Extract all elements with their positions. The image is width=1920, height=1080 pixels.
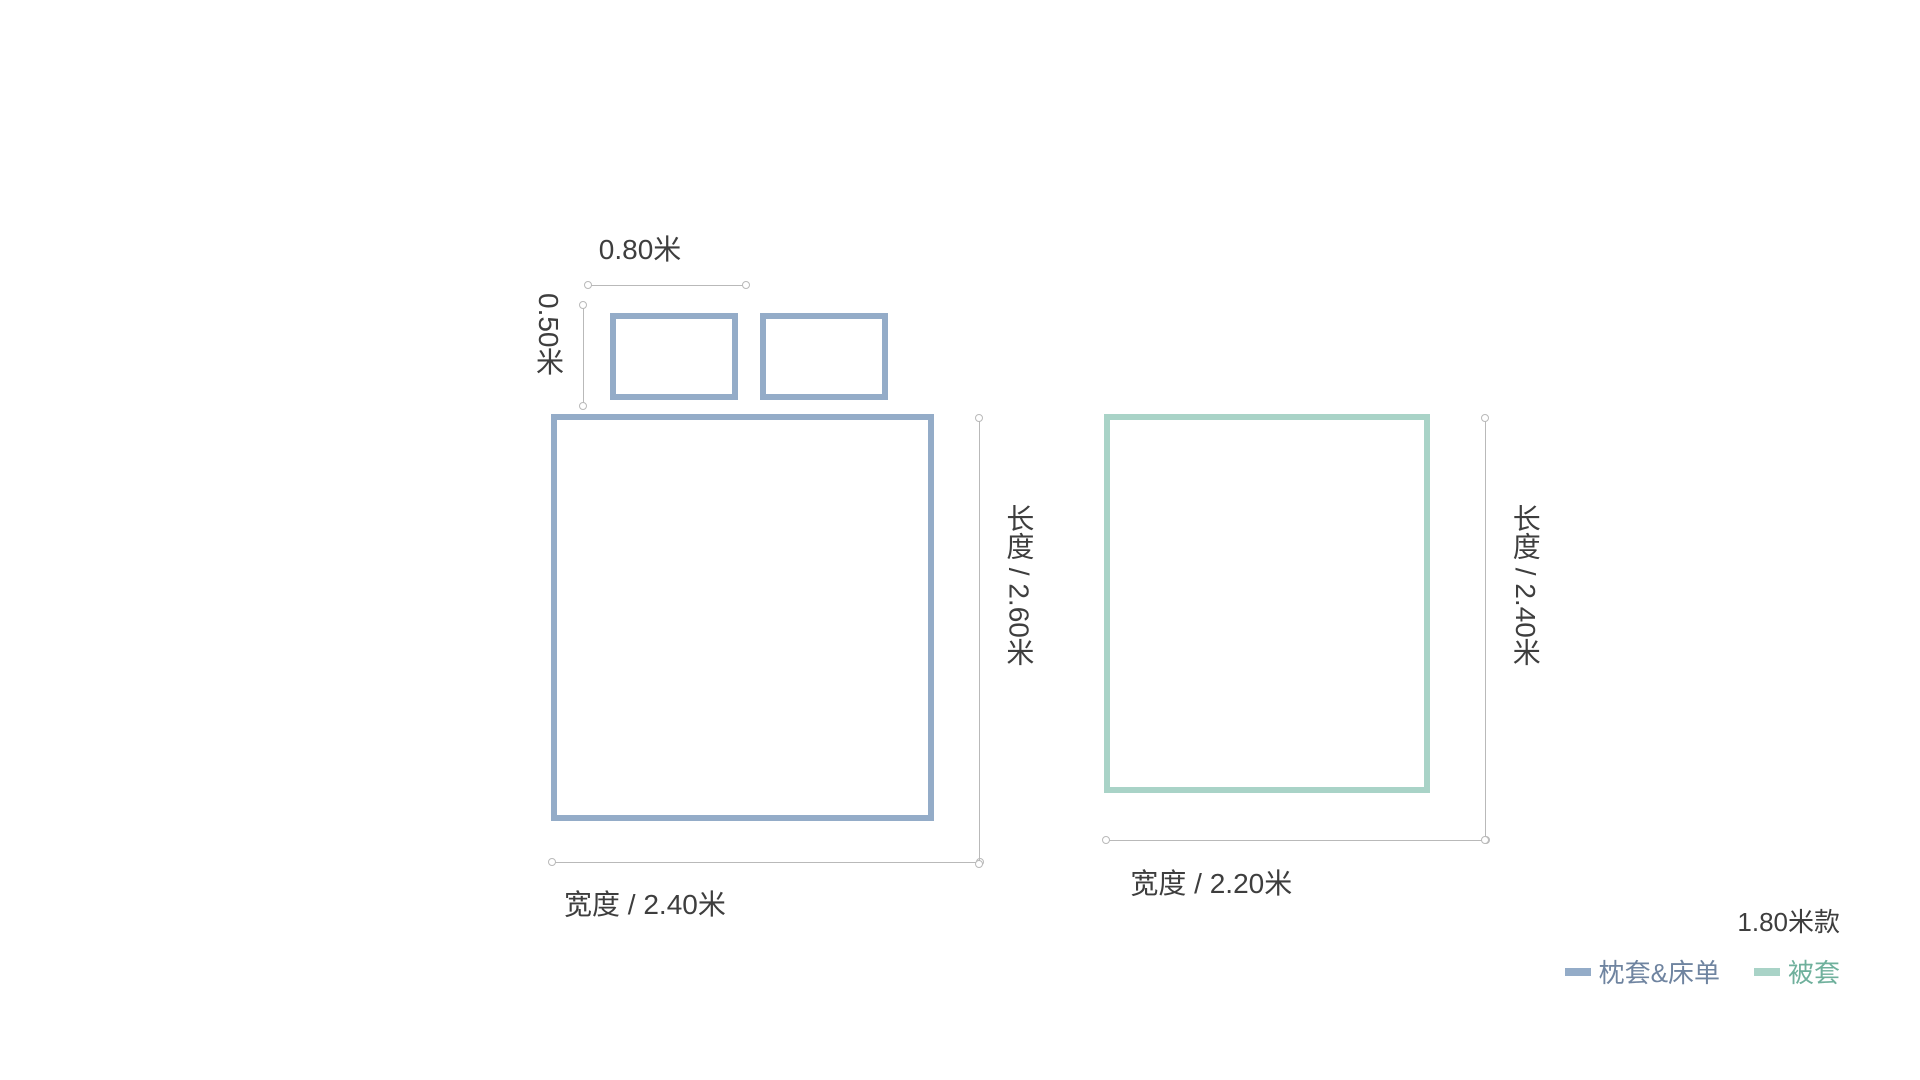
dimension-duvet-width: [1106, 840, 1485, 841]
dimension-duvet-height: [1485, 418, 1486, 840]
label-sheet-height: 长度 / 2.60米: [998, 504, 1038, 666]
bedsheet-rect: [551, 414, 934, 821]
legend: 1.80米款 枕套&床单 被套: [1565, 902, 1840, 990]
dimension-pillow-width: [588, 285, 746, 286]
legend-label-duvet: 被套: [1788, 953, 1840, 990]
label-pillow-width: 0.80米: [599, 228, 682, 268]
legend-swatch-duvet: [1754, 968, 1780, 976]
label-duvet-width: 宽度 / 2.20米: [1130, 862, 1292, 902]
duvet-rect: [1104, 414, 1430, 793]
legend-swatch-sheet: [1565, 968, 1591, 976]
label-sheet-width: 宽度 / 2.40米: [564, 883, 726, 923]
legend-label-sheet: 枕套&床单: [1599, 953, 1720, 990]
diagram-canvas: 0.80米 0.50米 宽度 / 2.40米 长度 / 2.60米 宽度 / 2…: [0, 0, 1920, 1080]
label-pillow-height: 0.50米: [528, 293, 568, 376]
legend-item-sheet: 枕套&床单: [1565, 953, 1720, 990]
legend-title: 1.80米款: [1565, 902, 1840, 939]
dimension-sheet-height: [979, 418, 980, 864]
dimension-pillow-height: [583, 305, 584, 406]
legend-item-duvet: 被套: [1754, 953, 1840, 990]
pillow-1: [610, 313, 738, 399]
pillow-2: [760, 313, 888, 399]
label-duvet-height: 长度 / 2.40米: [1505, 504, 1545, 666]
dimension-sheet-width: [552, 862, 980, 863]
legend-row: 枕套&床单 被套: [1565, 953, 1840, 990]
